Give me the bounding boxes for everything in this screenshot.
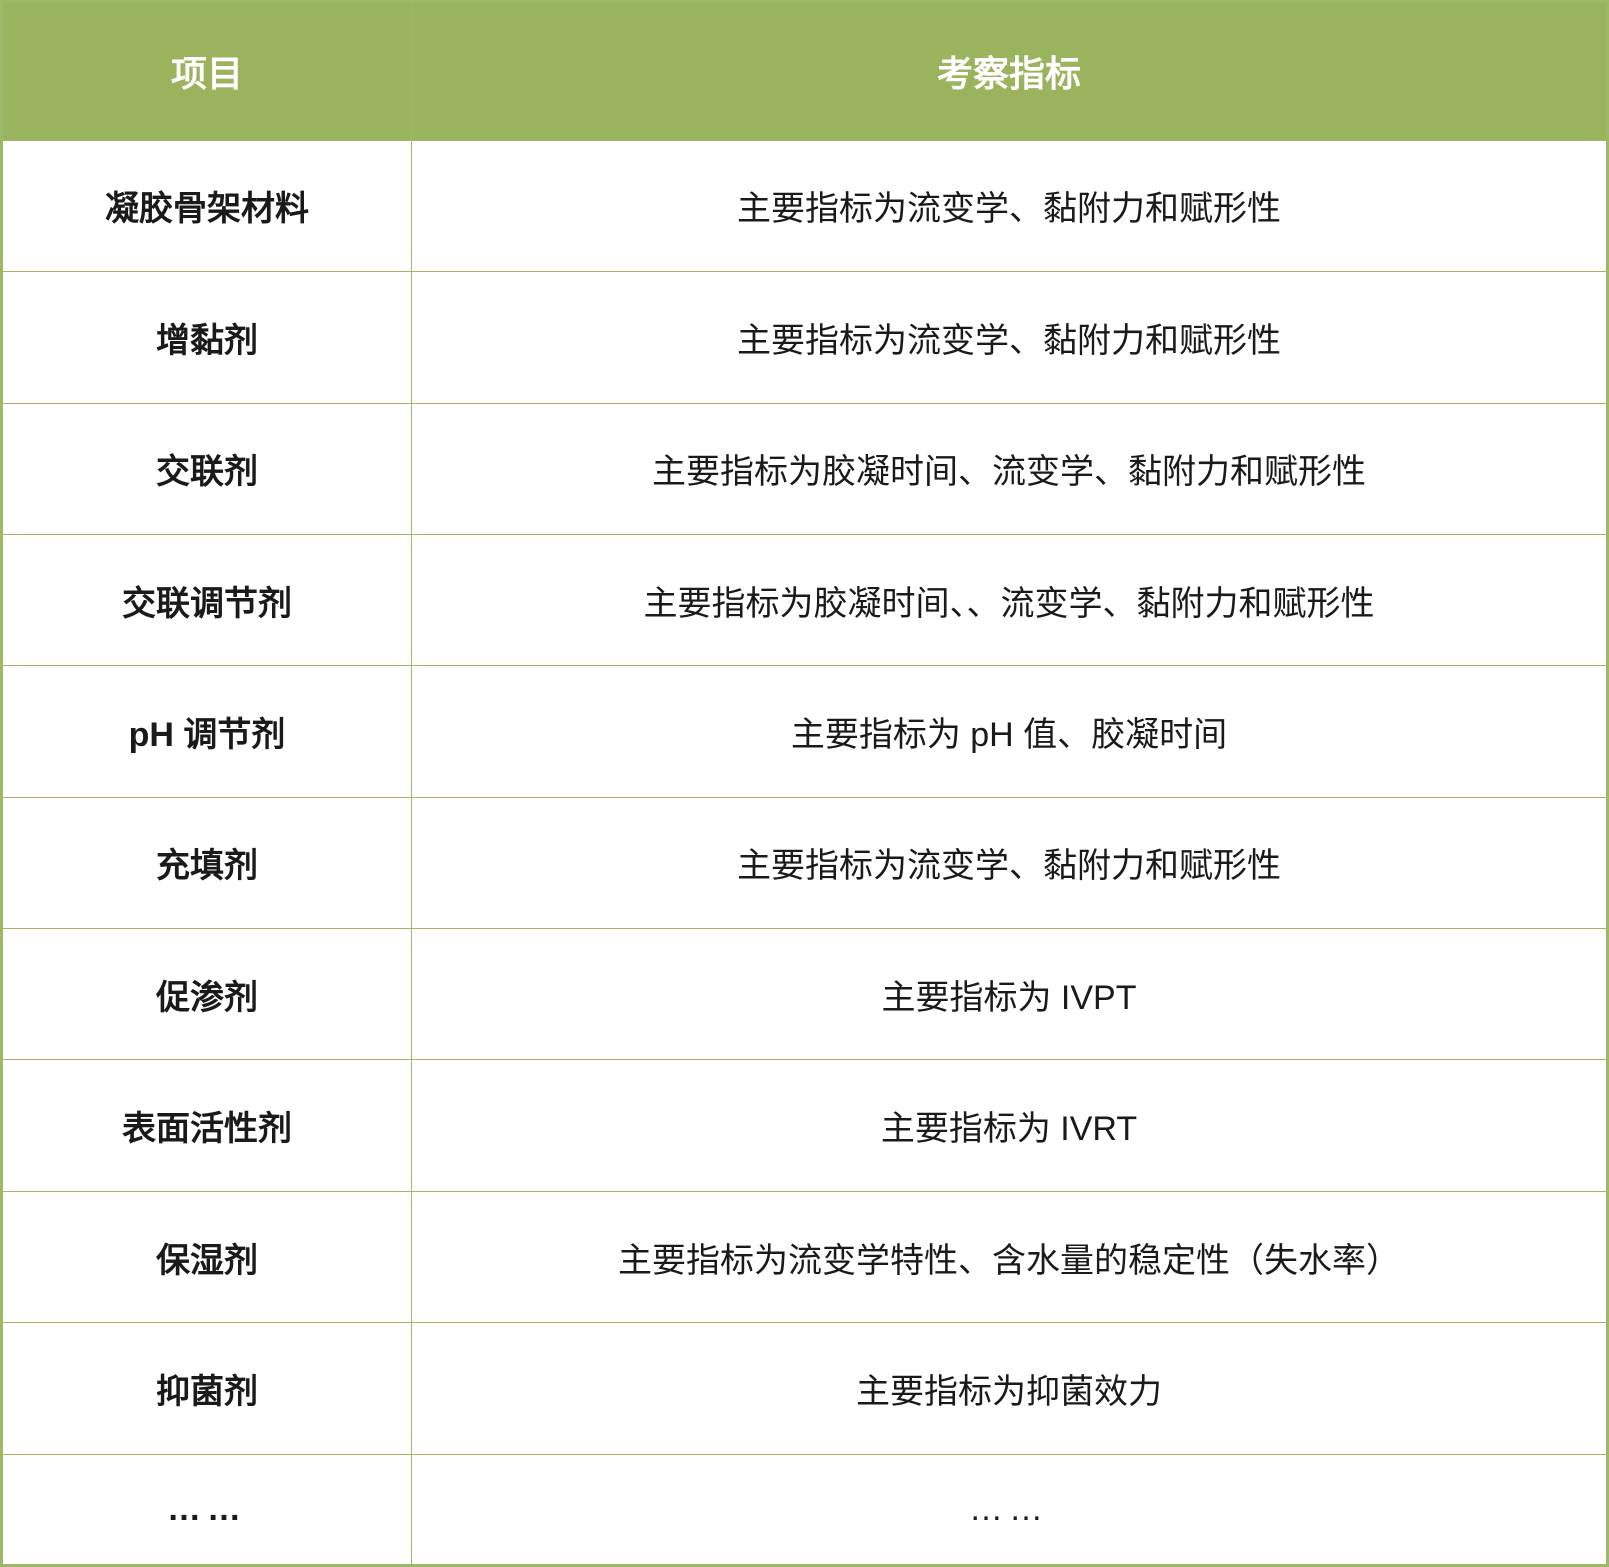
- table-row-humectant: 保湿剂 主要指标为流变学特性、含水量的稳定性（失水率）: [3, 1191, 1607, 1322]
- table-row-crosslink-regulator: 交联调节剂 主要指标为胶凝时间、、流变学、黏附力和赋形性: [3, 534, 1607, 665]
- row-metric-penetration-enhancer: 主要指标为 IVPT: [412, 929, 1607, 1060]
- row-item-penetration-enhancer: 促渗剂: [3, 929, 412, 1060]
- row-metric-crosslink-regulator: 主要指标为胶凝时间、、流变学、黏附力和赋形性: [412, 534, 1607, 665]
- specification-table: 项目 考察指标 凝胶骨架材料 主要指标为流变学、黏附力和赋形性 增黏剂 主要指标…: [2, 2, 1607, 1565]
- table-row-penetration-enhancer: 促渗剂 主要指标为 IVPT: [3, 929, 1607, 1060]
- row-metric-filler: 主要指标为流变学、黏附力和赋形性: [412, 797, 1607, 928]
- row-item-gel: 凝胶骨架材料: [3, 140, 412, 271]
- table-row-thickener: 增黏剂 主要指标为流变学、黏附力和赋形性: [3, 272, 1607, 403]
- table-row-crosslinker: 交联剂 主要指标为胶凝时间、流变学、黏附力和赋形性: [3, 403, 1607, 534]
- row-item-crosslink-regulator: 交联调节剂: [3, 534, 412, 665]
- table-row-filler: 充填剂 主要指标为流变学、黏附力和赋形性: [3, 797, 1607, 928]
- row-item-ellipsis: ……: [3, 1454, 412, 1564]
- row-item-surfactant: 表面活性剂: [3, 1060, 412, 1191]
- row-metric-surfactant: 主要指标为 IVRT: [412, 1060, 1607, 1191]
- row-metric-gel: 主要指标为流变学、黏附力和赋形性: [412, 140, 1607, 271]
- table-row-surfactant: 表面活性剂 主要指标为 IVRT: [3, 1060, 1607, 1191]
- header-cell-metric: 考察指标: [412, 3, 1607, 141]
- row-metric-thickener: 主要指标为流变学、黏附力和赋形性: [412, 272, 1607, 403]
- row-item-crosslinker: 交联剂: [3, 403, 412, 534]
- table-row-gel: 凝胶骨架材料 主要指标为流变学、黏附力和赋形性: [3, 140, 1607, 271]
- row-metric-humectant: 主要指标为流变学特性、含水量的稳定性（失水率）: [412, 1191, 1607, 1322]
- table-row-ellipsis: …… ……: [3, 1454, 1607, 1564]
- row-item-antimicrobial: 抑菌剂: [3, 1323, 412, 1454]
- row-item-filler: 充填剂: [3, 797, 412, 928]
- row-item-ph-regulator: pH 调节剂: [3, 666, 412, 797]
- header-cell-item: 项目: [3, 3, 412, 141]
- row-item-humectant: 保湿剂: [3, 1191, 412, 1322]
- row-item-thickener: 增黏剂: [3, 272, 412, 403]
- row-metric-ellipsis: ……: [412, 1454, 1607, 1564]
- table-header-row: 项目 考察指标: [3, 3, 1607, 141]
- table-row-antimicrobial: 抑菌剂 主要指标为抑菌效力: [3, 1323, 1607, 1454]
- row-metric-crosslinker: 主要指标为胶凝时间、流变学、黏附力和赋形性: [412, 403, 1607, 534]
- table-row-ph-regulator: pH 调节剂 主要指标为 pH 值、胶凝时间: [3, 666, 1607, 797]
- row-metric-antimicrobial: 主要指标为抑菌效力: [412, 1323, 1607, 1454]
- data-table-container: 项目 考察指标 凝胶骨架材料 主要指标为流变学、黏附力和赋形性 增黏剂 主要指标…: [0, 0, 1609, 1567]
- row-metric-ph-regulator: 主要指标为 pH 值、胶凝时间: [412, 666, 1607, 797]
